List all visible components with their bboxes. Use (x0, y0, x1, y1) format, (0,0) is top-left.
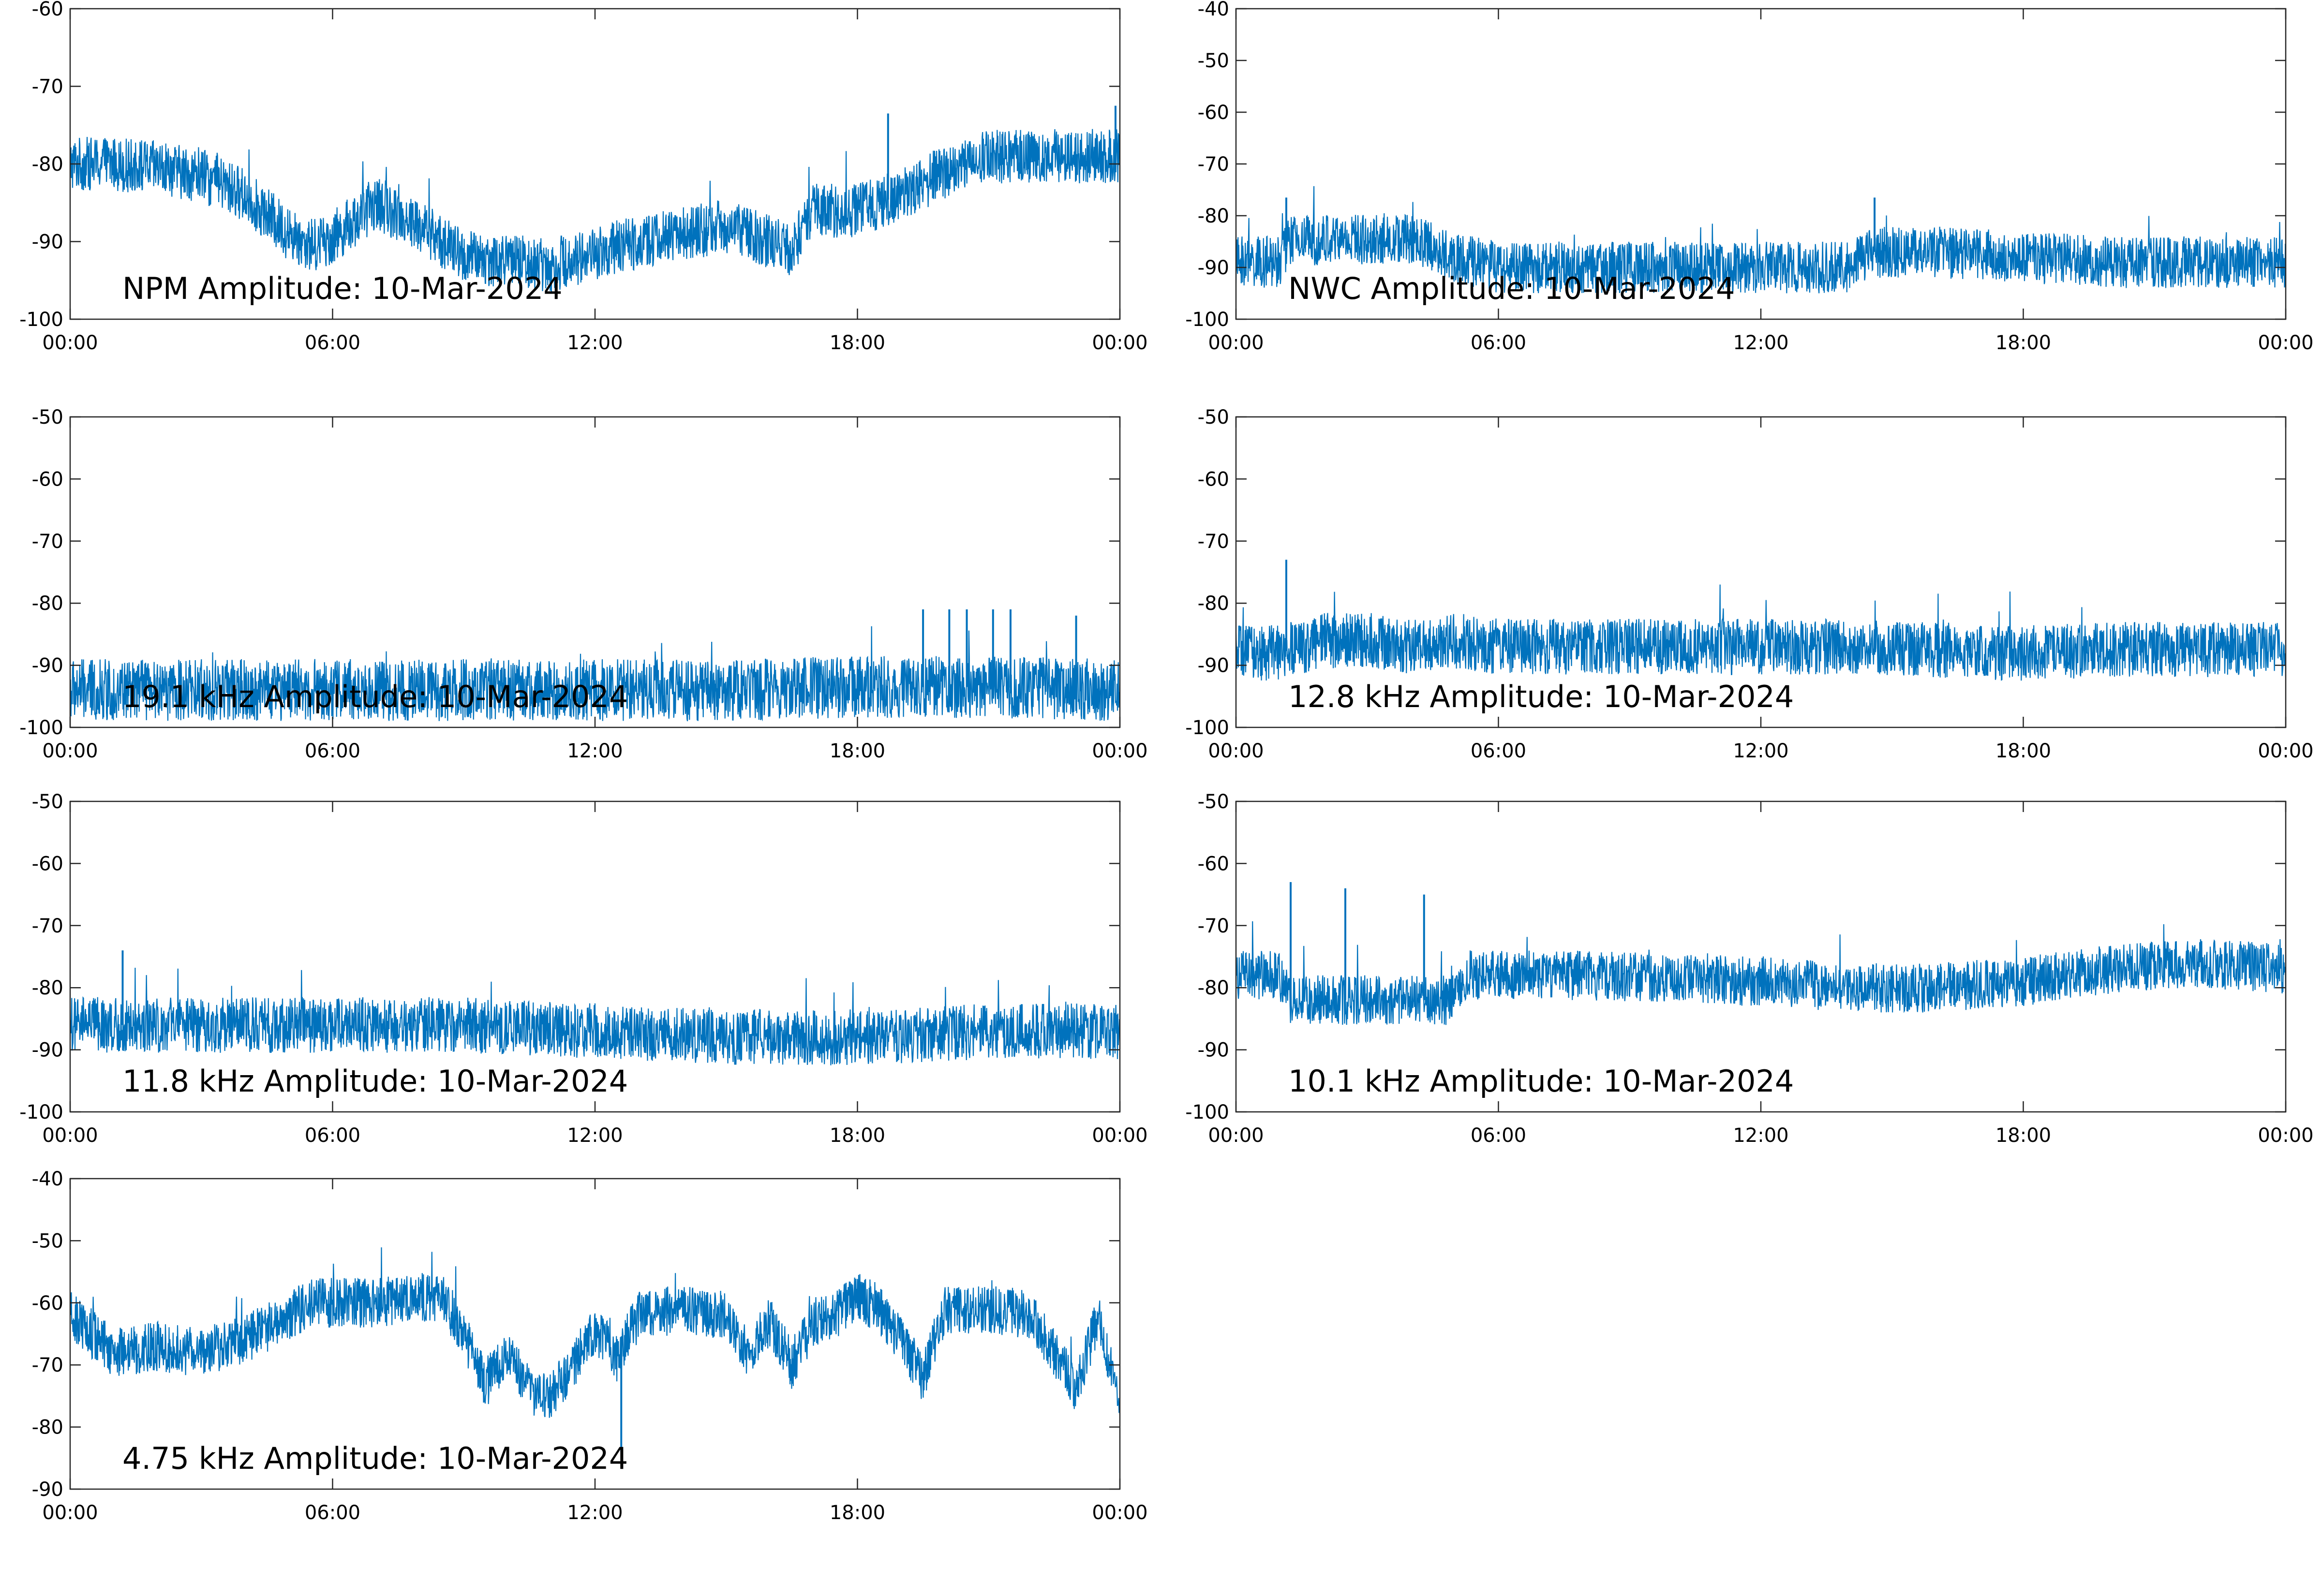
y-tick-label: -80 (32, 977, 63, 999)
x-tick-label: 12:00 (1733, 740, 1788, 762)
y-tick-label: -80 (1198, 592, 1229, 615)
y-tick-label: -100 (19, 1101, 63, 1123)
amplitude-trace (70, 129, 1120, 292)
y-tick-label: -70 (1198, 915, 1229, 937)
y-tick-label: -90 (32, 1039, 63, 1062)
amplitude-trace (70, 1247, 1120, 1418)
y-tick-label: -100 (19, 309, 63, 331)
y-tick-label: -60 (32, 468, 63, 490)
x-tick-label: 06:00 (305, 332, 360, 354)
y-tick-label: -70 (32, 76, 63, 98)
x-tick-label: 12:00 (567, 740, 623, 762)
amplitude-panel-1: 00:00 06:00 12:00 18:00 00:00 -60 -70 -80 -90 -10… (19, 0, 1147, 354)
y-tick-label: -90 (1198, 655, 1229, 677)
x-tick-label: 18:00 (1995, 1124, 2051, 1147)
x-tick-label: 00:00 (1208, 332, 1264, 354)
y-tick-label: -60 (32, 0, 63, 20)
panel-title: NWC Amplitude: 10-Mar-2024 (1288, 271, 1735, 306)
y-tick-label: -50 (32, 406, 63, 429)
amplitude-panel-7: 00:00 06:00 12:00 18:00 00:00 -40 -50 -60 -70 -80… (32, 1168, 1148, 1524)
x-tick-label: 18:00 (1995, 332, 2051, 354)
x-tick-label: 06:00 (305, 1502, 360, 1524)
amplitude-trace (70, 626, 1120, 722)
amplitude-panel-4: 00:00 06:00 12:00 18:00 00:00 -50 -60 -70 -80 -90… (1185, 406, 2313, 762)
x-tick-label: 00:00 (1092, 1124, 1147, 1147)
x-tick-label: 06:00 (305, 1124, 360, 1147)
y-tick-label: -80 (32, 153, 63, 176)
y-tick-label: -90 (32, 655, 63, 677)
y-tick-label: -50 (1198, 406, 1229, 429)
amplitude-trace (1236, 921, 2286, 1025)
amplitude-trace (1236, 186, 2286, 294)
y-tick-label: -40 (1198, 0, 1229, 20)
x-tick-label: 12:00 (567, 332, 623, 354)
panel-title: 4.75 kHz Amplitude: 10-Mar-2024 (122, 1441, 628, 1476)
x-tick-label: 18:00 (830, 1124, 885, 1147)
x-tick-label: 00:00 (1208, 740, 1264, 762)
y-tick-label: -80 (1198, 977, 1229, 999)
amplitude-trace (70, 967, 1120, 1065)
x-tick-label: 00:00 (1092, 740, 1147, 762)
amplitude-panel-6: 00:00 06:00 12:00 18:00 00:00 -50 -60 -70 -80 -90… (1185, 791, 2313, 1147)
y-tick-label: -70 (32, 531, 63, 553)
y-tick-label: -100 (1185, 717, 1229, 739)
y-tick-label: -50 (1198, 50, 1229, 72)
x-tick-label: 18:00 (830, 1502, 885, 1524)
x-tick-label: 00:00 (42, 1124, 98, 1147)
y-tick-label: -100 (19, 717, 63, 739)
y-tick-label: -90 (1198, 1039, 1229, 1062)
x-tick-label: 18:00 (830, 332, 885, 354)
x-tick-label: 00:00 (1092, 332, 1147, 354)
y-tick-label: -80 (32, 592, 63, 615)
y-tick-label: -60 (32, 1292, 63, 1315)
x-tick-label: 00:00 (2258, 1124, 2313, 1147)
x-tick-label: 00:00 (42, 332, 98, 354)
panel-title: 12.8 kHz Amplitude: 10-Mar-2024 (1288, 679, 1794, 714)
y-tick-label: -90 (32, 231, 63, 253)
x-tick-label: 00:00 (2258, 332, 2313, 354)
x-tick-label: 00:00 (42, 1502, 98, 1524)
panel-title: NPM Amplitude: 10-Mar-2024 (122, 271, 563, 306)
y-tick-label: -80 (1198, 205, 1229, 227)
amplitude-panel-2: 00:00 06:00 12:00 18:00 00:00 -40 -50 -60 -70 -80… (1185, 0, 2313, 354)
y-tick-label: -90 (1198, 257, 1229, 279)
y-tick-label: -100 (1185, 1101, 1229, 1123)
x-tick-label: 00:00 (42, 740, 98, 762)
x-tick-label: 12:00 (567, 1124, 623, 1147)
y-tick-label: -60 (1198, 853, 1229, 875)
x-tick-label: 00:00 (1208, 1124, 1264, 1147)
x-tick-label: 12:00 (1733, 1124, 1788, 1147)
x-tick-label: 12:00 (1733, 332, 1788, 354)
x-tick-label: 18:00 (830, 740, 885, 762)
panel-title: 10.1 kHz Amplitude: 10-Mar-2024 (1288, 1064, 1794, 1099)
y-tick-label: -70 (1198, 531, 1229, 553)
panel-title: 11.8 kHz Amplitude: 10-Mar-2024 (122, 1064, 628, 1099)
y-tick-label: -70 (32, 1354, 63, 1376)
y-tick-label: -50 (1198, 791, 1229, 813)
x-tick-label: 06:00 (1471, 1124, 1526, 1147)
x-tick-label: 18:00 (1995, 740, 2051, 762)
y-tick-label: -50 (32, 791, 63, 813)
amplitude-panel-5: 00:00 06:00 12:00 18:00 00:00 -50 -60 -70 -80 -90… (19, 791, 1147, 1147)
y-tick-label: -60 (32, 853, 63, 875)
x-tick-label: 00:00 (1092, 1502, 1147, 1524)
x-tick-label: 06:00 (1471, 332, 1526, 354)
panel-title: 19.1 kHz Amplitude: 10-Mar-2024 (122, 679, 628, 714)
y-tick-label: -70 (1198, 153, 1229, 176)
x-tick-label: 06:00 (1471, 740, 1526, 762)
amplitude-panel-3: 00:00 06:00 12:00 18:00 00:00 -50 -60 -70 -80 -90… (19, 406, 1147, 762)
x-tick-label: 12:00 (567, 1502, 623, 1524)
x-tick-label: 06:00 (305, 740, 360, 762)
y-tick-label: -60 (1198, 468, 1229, 490)
y-tick-label: -50 (32, 1230, 63, 1252)
amplitude-trace (1236, 584, 2286, 681)
y-tick-label: -90 (32, 1478, 63, 1501)
y-tick-label: -80 (32, 1417, 63, 1439)
y-tick-label: -40 (32, 1168, 63, 1190)
x-tick-label: 00:00 (2258, 740, 2313, 762)
y-tick-label: -70 (32, 915, 63, 937)
y-tick-label: -100 (1185, 309, 1229, 331)
y-tick-label: -60 (1198, 102, 1229, 124)
